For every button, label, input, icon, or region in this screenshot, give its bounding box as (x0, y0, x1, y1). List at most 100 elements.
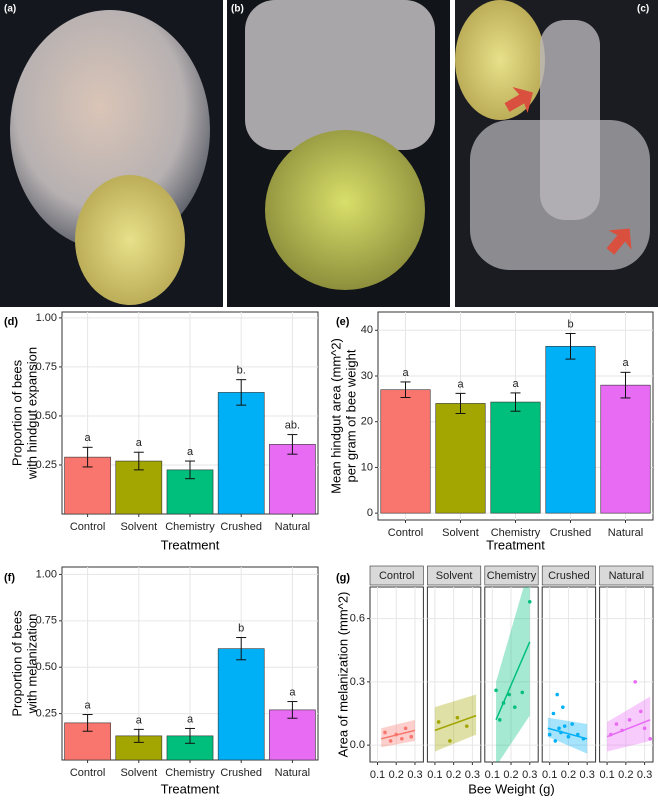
fit-line (434, 714, 477, 732)
data-point (383, 730, 387, 735)
x-tick-label: 0.3 (580, 769, 595, 781)
x-tick-label: Solvent (120, 521, 157, 533)
significance-letter: a (85, 432, 92, 444)
error-bar (455, 392, 466, 414)
bar (545, 345, 596, 514)
facet-strip (369, 565, 424, 586)
y-tick-label: 0.25 (36, 459, 57, 471)
bar (269, 444, 316, 515)
data-point (555, 692, 559, 697)
data-point (455, 715, 460, 720)
y-axis-label: Mean hindgut area (mm^2) (328, 338, 343, 494)
x-tick-label: 0.2 (503, 769, 518, 781)
significance-letter: a (136, 437, 143, 449)
significance-letter: b (567, 318, 573, 330)
data-point (559, 730, 563, 735)
y-tick-label: 0.75 (36, 615, 57, 627)
error-bar (236, 379, 247, 406)
fit-line (381, 729, 416, 740)
x-tick-label: 0.1 (485, 769, 500, 781)
y-tick-label: 0.50 (36, 661, 57, 673)
y-tick-label: 0 (367, 507, 373, 519)
data-point (562, 724, 567, 728)
y-tick-label: 30 (361, 370, 373, 382)
y-axis-label: with melanization (24, 614, 39, 715)
y-tick-label: 1.00 (36, 568, 57, 580)
x-tick-label: Solvent (120, 767, 157, 779)
y-tick-label: 0.50 (36, 410, 57, 422)
bar (217, 392, 265, 515)
data-point (557, 726, 561, 731)
x-tick-label: Solvent (442, 527, 479, 539)
y-tick-label: 40 (361, 324, 373, 336)
significance-letter: a (457, 378, 464, 390)
photo-label: (a) (4, 4, 16, 15)
y-tick-label: 0.6 (350, 613, 365, 625)
data-point (464, 724, 469, 728)
error-bar (400, 381, 411, 398)
data-point (436, 720, 441, 724)
x-tick-label: Chemistry (491, 527, 541, 539)
photo-c: (c) (455, 0, 658, 307)
data-point (507, 692, 511, 697)
facet-label: Natural (609, 570, 644, 582)
data-point (497, 718, 502, 722)
x-tick-label: Crushed (220, 767, 262, 779)
facet-strip (484, 565, 539, 586)
data-point (400, 737, 404, 741)
significance-letter: a (136, 714, 143, 726)
error-bar (82, 714, 93, 732)
data-point (409, 734, 414, 739)
photo-label: (b) (231, 4, 244, 15)
bar (64, 456, 111, 515)
significance-letter: b (238, 622, 244, 634)
y-axis-label: per gram of bee weight (343, 349, 358, 482)
data-point (648, 737, 652, 741)
data-point (566, 734, 571, 739)
x-tick-label: 0.1 (427, 769, 442, 781)
error-bar (185, 727, 195, 744)
significance-letter: a (402, 367, 409, 379)
significance-letter: a (512, 378, 519, 390)
significance-letter: a (289, 686, 296, 698)
x-tick-label: 0.3 (637, 769, 652, 781)
panel-label: (d) (4, 316, 18, 328)
x-tick-label: Natural (275, 767, 310, 779)
facet-label: Solvent (436, 570, 473, 582)
error-bar (236, 637, 247, 661)
facet-plot (381, 719, 416, 748)
x-axis-label: Treatment (486, 537, 545, 552)
data-point (501, 701, 506, 705)
data-point (551, 711, 556, 716)
facet-plot (606, 680, 652, 752)
facet-strip (541, 565, 596, 586)
error-bar (133, 451, 144, 471)
x-tick-label: Control (70, 767, 105, 779)
facet-label: Control (379, 570, 414, 582)
bar (217, 648, 265, 761)
data-point (633, 680, 637, 684)
y-axis-label: with hindgut expansion (24, 347, 39, 480)
data-point (527, 599, 532, 604)
panel-label: (g) (336, 572, 350, 584)
x-tick-label: Chemistry (165, 767, 215, 779)
panel-label: (f) (4, 572, 15, 584)
data-point (448, 739, 452, 743)
photo-b: (b) (227, 0, 450, 307)
y-tick-label: 0.3 (350, 676, 365, 688)
x-tick-label: Crushed (550, 527, 592, 539)
x-tick-label: 0.2 (618, 769, 633, 781)
data-point (581, 737, 586, 741)
x-axis-label: Bee Weight (g) (468, 781, 554, 796)
fit-line (495, 641, 531, 721)
data-point (403, 726, 408, 731)
data-point (547, 732, 552, 737)
significance-letter: a (85, 699, 92, 711)
y-tick-label: 10 (361, 461, 373, 473)
fit-line (606, 719, 651, 738)
x-tick-label: 0.2 (446, 769, 461, 781)
error-bar (133, 728, 144, 743)
x-axis-label: Treatment (161, 537, 220, 552)
x-tick-label: 0.3 (465, 769, 480, 781)
